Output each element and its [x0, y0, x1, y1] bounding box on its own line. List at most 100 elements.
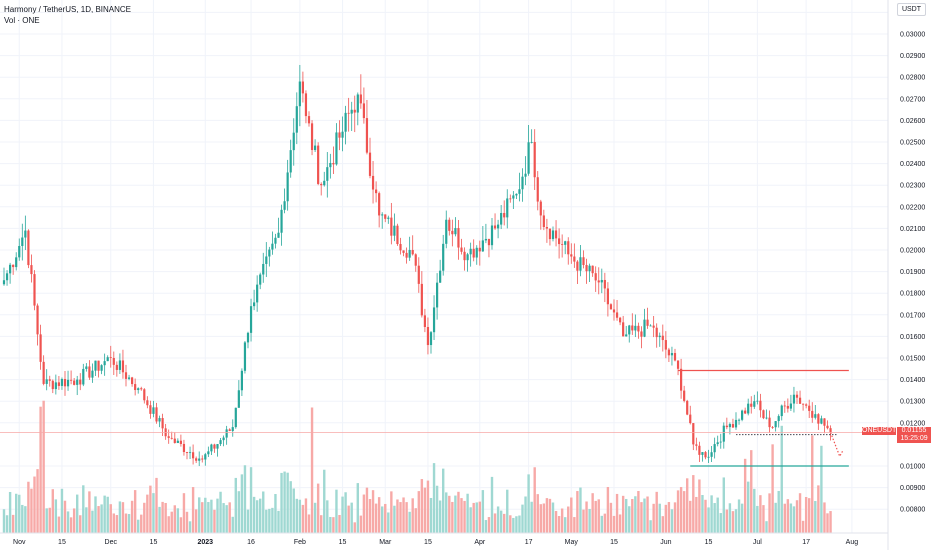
volume-bar [560, 508, 564, 533]
price-tick-label: 0.02900 [900, 53, 925, 60]
volume-bar [442, 468, 445, 533]
time-tick-label: May [565, 539, 579, 546]
price-tick-label: 0.02500 [900, 140, 925, 147]
volume-bar [646, 496, 649, 533]
candle-body [612, 309, 616, 313]
volume-bar [262, 491, 265, 533]
candle-body [185, 452, 189, 453]
volume-bar [551, 502, 555, 533]
candle-body [472, 248, 475, 258]
candle-body [777, 416, 780, 422]
candle-body [42, 361, 45, 384]
volume-bar [512, 517, 515, 533]
volume-bar [737, 499, 741, 533]
candle-body [423, 315, 426, 328]
volume-bar [664, 504, 668, 533]
candle-body [497, 224, 500, 229]
candle-body [347, 112, 350, 114]
candle-body [554, 230, 558, 239]
volume-bar [530, 501, 533, 533]
volume-bar [338, 514, 341, 533]
candle-body [707, 456, 710, 458]
candle-body [533, 142, 536, 178]
symbol-legend[interactable]: Harmony / TetherUS, 1D, BINANCE [4, 5, 132, 14]
volume-bar [390, 491, 393, 533]
volume-bar [88, 491, 91, 533]
candle-body [310, 123, 314, 151]
candle-body [27, 230, 30, 266]
volume-bar [795, 500, 799, 533]
candle-body [692, 423, 695, 445]
volume-bar [493, 513, 497, 533]
candle-body [289, 150, 292, 173]
candlesticks [2, 64, 832, 467]
price-tick-label: 0.02400 [900, 161, 925, 168]
candle-body [323, 180, 326, 186]
candle-body [594, 273, 597, 281]
candle-body [722, 425, 725, 442]
volume-bar [82, 485, 85, 533]
candle-body [274, 237, 277, 244]
volume-bar [210, 499, 213, 533]
candle-countdown-badge: 15:25:09 [897, 434, 931, 443]
volume-legend[interactable]: Vol · ONE [4, 16, 40, 25]
candle-body [524, 173, 527, 177]
candle-body [18, 245, 21, 258]
volume-bar [271, 507, 274, 533]
candle-body [667, 349, 670, 356]
volume-bar [387, 512, 390, 533]
volume-bar [411, 498, 414, 533]
volume-bar [454, 495, 457, 533]
candle-body [179, 440, 182, 444]
volume-bar [606, 486, 610, 533]
volume-bar [408, 511, 411, 533]
volume-bar [54, 499, 58, 533]
candle-body [97, 360, 100, 371]
volume-bar [18, 494, 21, 533]
candle-body [570, 254, 573, 257]
volume-bar [704, 499, 707, 533]
volume-bar [713, 503, 716, 533]
volume-bar [725, 509, 729, 533]
price-tick-label: 0.01900 [900, 269, 925, 276]
volume-bar [5, 515, 9, 533]
volume-bar [774, 502, 777, 533]
candle-body [780, 405, 783, 417]
candle-body [240, 370, 243, 391]
volume-bar [798, 493, 802, 533]
candle-body [222, 437, 225, 441]
volume-bar [804, 496, 808, 533]
candle-body [597, 280, 600, 283]
volume-bar [829, 511, 832, 533]
candle-body [109, 357, 112, 358]
candle-body [201, 458, 204, 460]
candle-body [5, 273, 9, 281]
candle-body [155, 407, 158, 422]
volume-bar [701, 495, 704, 533]
volume-bar [417, 491, 420, 533]
volume-bar [243, 465, 247, 533]
volume-bar [554, 511, 558, 533]
candle-body [725, 425, 728, 428]
candle-body [91, 370, 94, 378]
volume-bar [255, 500, 259, 533]
volume-bar [234, 477, 237, 533]
candle-body [734, 419, 738, 428]
candle-body [326, 167, 329, 181]
volume-bar [621, 495, 625, 533]
volume-bar [60, 488, 64, 533]
currency-unit-button[interactable]: USDT [896, 3, 926, 16]
volume-bar [164, 502, 167, 533]
candle-body [375, 189, 378, 194]
volume-bar [158, 506, 161, 533]
price-tick-label: 0.01000 [900, 464, 925, 471]
volume-bar [381, 506, 384, 533]
volume-bar [518, 515, 521, 533]
candle-body [195, 458, 198, 461]
candle-body [371, 175, 375, 190]
volume-bar [484, 520, 488, 533]
volume-bar [341, 496, 344, 533]
candle-body [341, 131, 344, 138]
candle-body [149, 405, 152, 414]
